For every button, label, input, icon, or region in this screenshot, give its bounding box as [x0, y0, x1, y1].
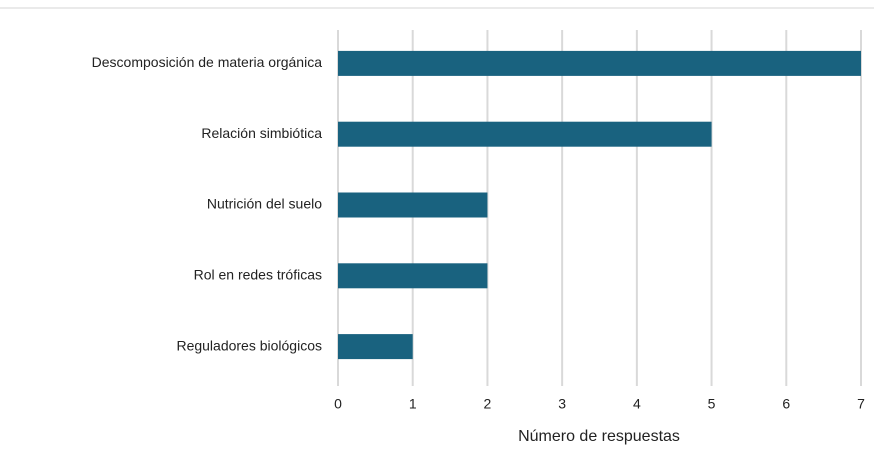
y-tick-label: Nutrición del suelo	[207, 196, 322, 212]
x-tick-label: 0	[334, 396, 342, 412]
bar	[338, 50, 861, 76]
x-axis-label: Número de respuestas	[518, 428, 680, 445]
bar	[338, 192, 488, 218]
y-tick-label: Relación simbiótica	[201, 125, 322, 141]
x-tick-label: 4	[633, 396, 641, 412]
x-tick-label: 6	[782, 396, 790, 412]
x-tick-label: 5	[708, 396, 716, 412]
bar	[338, 263, 488, 289]
x-tick-label: 7	[857, 396, 865, 412]
y-tick-label: Reguladores biológicos	[176, 337, 322, 353]
x-tick-label: 2	[484, 396, 492, 412]
y-tick-label: Rol en redes tróficas	[194, 267, 322, 283]
bar	[338, 334, 413, 360]
x-tick-label: 1	[409, 396, 417, 412]
x-tick-label: 3	[558, 396, 566, 412]
bar	[338, 121, 712, 147]
y-tick-label: Descomposición de materia orgánica	[92, 54, 323, 70]
